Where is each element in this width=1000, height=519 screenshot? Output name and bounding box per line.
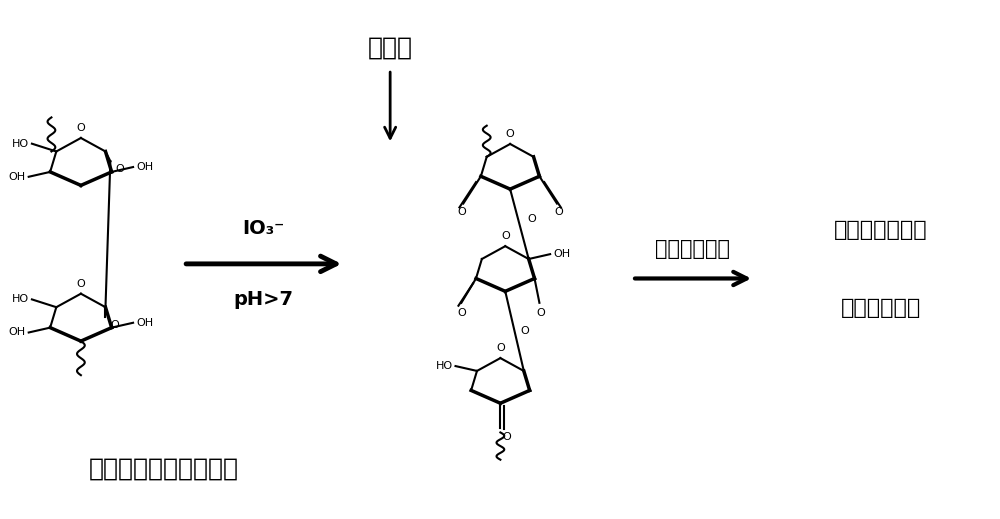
Text: OH: OH [9,172,26,182]
Text: O: O [77,123,85,133]
Text: O: O [457,308,466,318]
Text: O: O [457,208,466,217]
Text: 纤维素非晶体区的反应: 纤维素非晶体区的反应 [89,456,239,480]
Text: 纤维素纳米纤维: 纤维素纳米纤维 [834,220,928,240]
Text: HO: HO [12,139,29,148]
Text: OH: OH [9,327,26,337]
Text: O: O [501,231,510,241]
Text: O: O [506,129,515,139]
Text: IO₃⁻: IO₃⁻ [242,218,284,238]
Text: OH: OH [136,162,153,172]
Text: 被溶解: 被溶解 [368,35,413,60]
Text: 剩下的晶体区: 剩下的晶体区 [655,239,730,259]
Text: HO: HO [12,294,29,305]
Text: 纤维素纳米晶: 纤维素纳米晶 [841,298,921,318]
Text: O: O [527,214,536,224]
Text: O: O [536,308,545,318]
Text: O: O [520,326,529,336]
Text: OH: OH [553,249,570,259]
Text: HO: HO [435,361,453,371]
Text: O: O [77,279,85,289]
Text: O: O [502,432,511,442]
Text: OH: OH [136,318,153,328]
Text: O: O [496,343,505,353]
Text: O: O [115,164,124,174]
Text: pH>7: pH>7 [233,290,293,309]
Text: O: O [555,208,563,217]
Text: O: O [110,320,119,330]
